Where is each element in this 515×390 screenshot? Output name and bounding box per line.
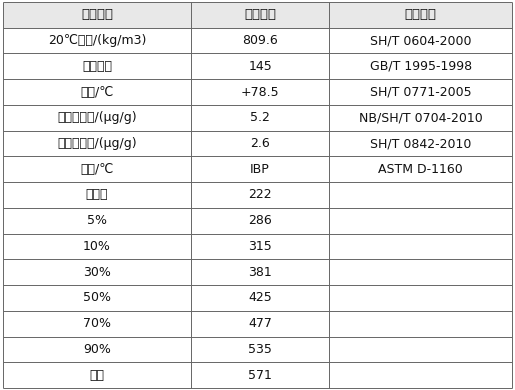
Bar xyxy=(329,362,512,388)
Bar xyxy=(191,362,329,388)
Text: 571: 571 xyxy=(248,369,272,382)
Text: 425: 425 xyxy=(248,291,272,305)
Bar xyxy=(329,131,512,156)
Text: NB/SH/T 0704-2010: NB/SH/T 0704-2010 xyxy=(359,111,483,124)
Text: 分析项目: 分析项目 xyxy=(81,8,113,21)
Bar xyxy=(3,208,191,234)
Text: 干点: 干点 xyxy=(90,369,105,382)
Text: 286: 286 xyxy=(248,214,272,227)
Text: SH/T 0771-2005: SH/T 0771-2005 xyxy=(370,85,471,99)
Text: SH/T 0604-2000: SH/T 0604-2000 xyxy=(370,34,471,47)
Text: 馏程/℃: 馏程/℃ xyxy=(80,163,113,176)
Bar xyxy=(329,156,512,182)
Text: 5.2: 5.2 xyxy=(250,111,270,124)
Bar xyxy=(191,234,329,259)
Text: 分析方法: 分析方法 xyxy=(405,8,437,21)
Text: GB/T 1995-1998: GB/T 1995-1998 xyxy=(370,60,472,73)
Text: 倾点/℃: 倾点/℃ xyxy=(80,85,113,99)
Bar xyxy=(191,2,329,28)
Bar xyxy=(329,2,512,28)
Text: ASTM D-1160: ASTM D-1160 xyxy=(379,163,463,176)
Bar xyxy=(3,259,191,285)
Text: 145: 145 xyxy=(248,60,272,73)
Bar xyxy=(3,131,191,156)
Bar xyxy=(191,311,329,337)
Text: 10%: 10% xyxy=(83,240,111,253)
Bar xyxy=(191,337,329,362)
Text: 20℃密度/(kg/m3): 20℃密度/(kg/m3) xyxy=(48,34,146,47)
Text: 809.6: 809.6 xyxy=(242,34,278,47)
Text: 222: 222 xyxy=(248,188,272,202)
Bar xyxy=(191,182,329,208)
Bar xyxy=(3,105,191,131)
Bar xyxy=(329,285,512,311)
Text: 535: 535 xyxy=(248,343,272,356)
Bar xyxy=(3,2,191,28)
Text: 30%: 30% xyxy=(83,266,111,279)
Bar xyxy=(191,285,329,311)
Bar xyxy=(329,79,512,105)
Text: 5%: 5% xyxy=(87,214,107,227)
Bar xyxy=(329,28,512,53)
Bar xyxy=(3,311,191,337)
Bar xyxy=(191,208,329,234)
Text: 分析数据: 分析数据 xyxy=(244,8,276,21)
Bar xyxy=(191,28,329,53)
Bar xyxy=(329,234,512,259)
Bar xyxy=(191,131,329,156)
Bar xyxy=(3,362,191,388)
Text: 氮质量分数/(μg/g): 氮质量分数/(μg/g) xyxy=(57,111,136,124)
Text: SH/T 0842-2010: SH/T 0842-2010 xyxy=(370,137,471,150)
Text: 2.6: 2.6 xyxy=(250,137,270,150)
Bar xyxy=(329,182,512,208)
Bar xyxy=(3,53,191,79)
Text: 477: 477 xyxy=(248,317,272,330)
Bar xyxy=(329,208,512,234)
Bar xyxy=(329,53,512,79)
Text: 硫质量分数/(μg/g): 硫质量分数/(μg/g) xyxy=(57,137,136,150)
Bar xyxy=(329,105,512,131)
Bar xyxy=(329,259,512,285)
Bar xyxy=(3,337,191,362)
Bar xyxy=(3,79,191,105)
Text: 黏度指数: 黏度指数 xyxy=(82,60,112,73)
Bar xyxy=(191,259,329,285)
Text: IBP: IBP xyxy=(250,163,270,176)
Bar xyxy=(191,156,329,182)
Bar xyxy=(329,311,512,337)
Text: 70%: 70% xyxy=(83,317,111,330)
Bar xyxy=(191,79,329,105)
Bar xyxy=(3,234,191,259)
Text: 90%: 90% xyxy=(83,343,111,356)
Bar xyxy=(3,156,191,182)
Text: +78.5: +78.5 xyxy=(241,85,279,99)
Bar xyxy=(3,285,191,311)
Text: 50%: 50% xyxy=(83,291,111,305)
Text: 381: 381 xyxy=(248,266,272,279)
Text: 初馏点: 初馏点 xyxy=(85,188,108,202)
Bar xyxy=(191,53,329,79)
Bar xyxy=(3,182,191,208)
Bar xyxy=(3,28,191,53)
Bar xyxy=(329,337,512,362)
Bar xyxy=(191,105,329,131)
Text: 315: 315 xyxy=(248,240,272,253)
